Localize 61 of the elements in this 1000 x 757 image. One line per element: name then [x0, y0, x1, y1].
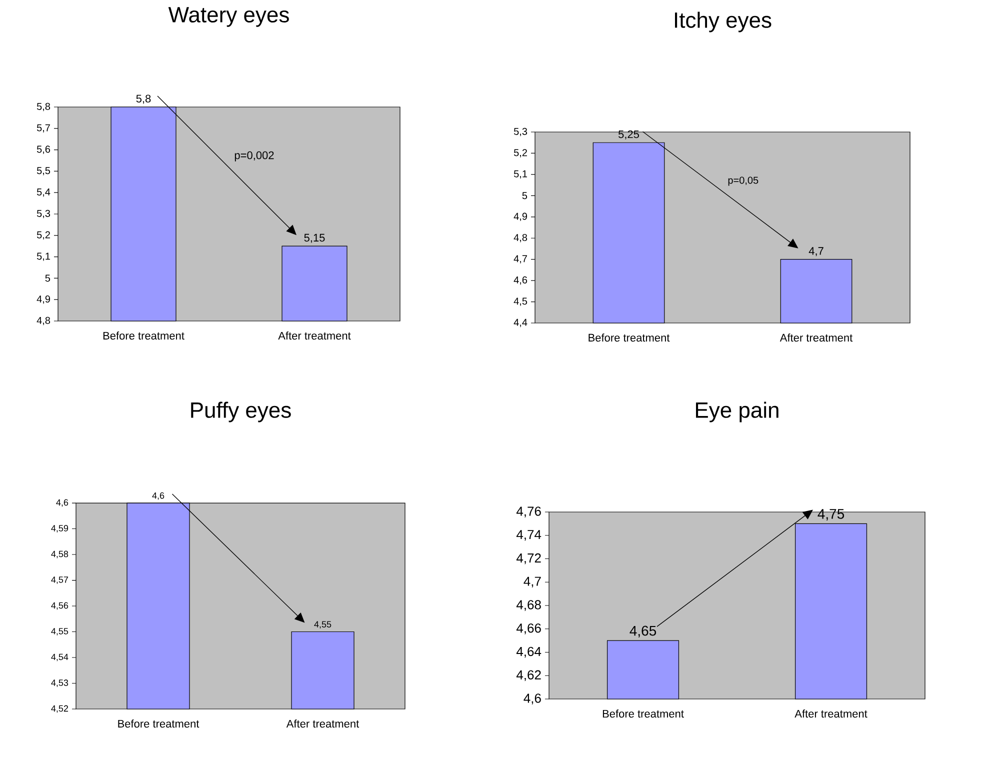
- chart-title: Watery eyes: [168, 7, 289, 27]
- y-tick-label: 5,5: [36, 167, 50, 176]
- y-tick-label: 5: [45, 274, 50, 282]
- x-tick-label: Before treatment: [118, 720, 200, 728]
- y-tick-label: 4,6: [524, 694, 541, 704]
- y-tick-label: 4,9: [514, 212, 528, 222]
- data-label: 4,65: [630, 626, 656, 638]
- y-tick-label: 4,68: [516, 600, 541, 611]
- y-tick-label: 5,7: [36, 124, 50, 132]
- y-tick-label: 4,8: [514, 234, 528, 242]
- y-tick-label: 4,9: [36, 295, 50, 304]
- y-tick-label: 4,72: [516, 553, 541, 564]
- y-tick-label: 5,8: [36, 102, 50, 112]
- y-tick-label: 5,2: [36, 231, 50, 240]
- data-label: 4,55: [314, 621, 332, 629]
- data-label: 4,7: [808, 247, 824, 256]
- y-tick-label: 4,57: [51, 576, 68, 584]
- x-tick-label: After treatment: [286, 720, 360, 728]
- y-tick-label: 5,1: [514, 170, 527, 179]
- y-tick-label: 4,64: [516, 646, 542, 658]
- y-tick-label: 5,1: [36, 252, 50, 261]
- y-tick-label: 4,7: [514, 255, 527, 264]
- data-label: 4,75: [818, 509, 844, 520]
- x-tick-label: After treatment: [780, 334, 853, 342]
- y-tick-label: 4,62: [516, 670, 541, 682]
- x-tick-label: After treatment: [278, 332, 351, 340]
- x-tick-label: Before treatment: [103, 332, 184, 340]
- y-tick-label: 4,53: [51, 680, 68, 687]
- chart-title: Eye pain: [696, 402, 778, 422]
- y-tick-label: 4,4: [514, 318, 528, 328]
- y-tick-label: 4,5: [514, 298, 528, 306]
- y-tick-label: 5,3: [36, 210, 50, 218]
- y-tick-label: 4,52: [51, 705, 68, 713]
- x-tick-label: Before treatment: [602, 710, 684, 718]
- annotation: p=0,05: [728, 176, 758, 186]
- data-label: 4,6: [152, 492, 164, 500]
- data-label: 5,8: [136, 94, 151, 104]
- y-tick-label: 4,76: [516, 506, 541, 518]
- y-tick-label: 4,66: [516, 624, 541, 634]
- x-tick-label: After treatment: [794, 710, 868, 718]
- data-label: 5,25: [618, 130, 639, 140]
- y-tick-label: 4,6: [56, 499, 68, 507]
- y-tick-label: 4,54: [51, 654, 68, 662]
- chart-title: Puffy eyes: [191, 402, 291, 422]
- y-tick-label: 4,6: [514, 276, 528, 285]
- chart-title: Itchy eyes: [675, 12, 772, 32]
- y-tick-label: 5,3: [514, 128, 528, 136]
- y-tick-label: 4,59: [51, 525, 68, 532]
- y-tick-label: 5,2: [514, 149, 527, 158]
- y-tick-label: 4,58: [51, 550, 68, 558]
- y-tick-label: 4,56: [51, 602, 68, 610]
- y-tick-label: 4,8: [36, 316, 50, 326]
- annotation: p=0,002: [234, 151, 274, 162]
- data-label: 5,15: [304, 234, 325, 243]
- y-tick-label: 5: [522, 192, 528, 200]
- y-tick-label: 4,7: [524, 576, 541, 588]
- y-tick-label: 4,55: [51, 628, 68, 636]
- y-tick-label: 5,4: [36, 188, 50, 197]
- y-tick-label: 5,6: [36, 146, 50, 154]
- y-tick-label: 4,74: [516, 530, 542, 541]
- x-tick-label: Before treatment: [588, 334, 670, 342]
